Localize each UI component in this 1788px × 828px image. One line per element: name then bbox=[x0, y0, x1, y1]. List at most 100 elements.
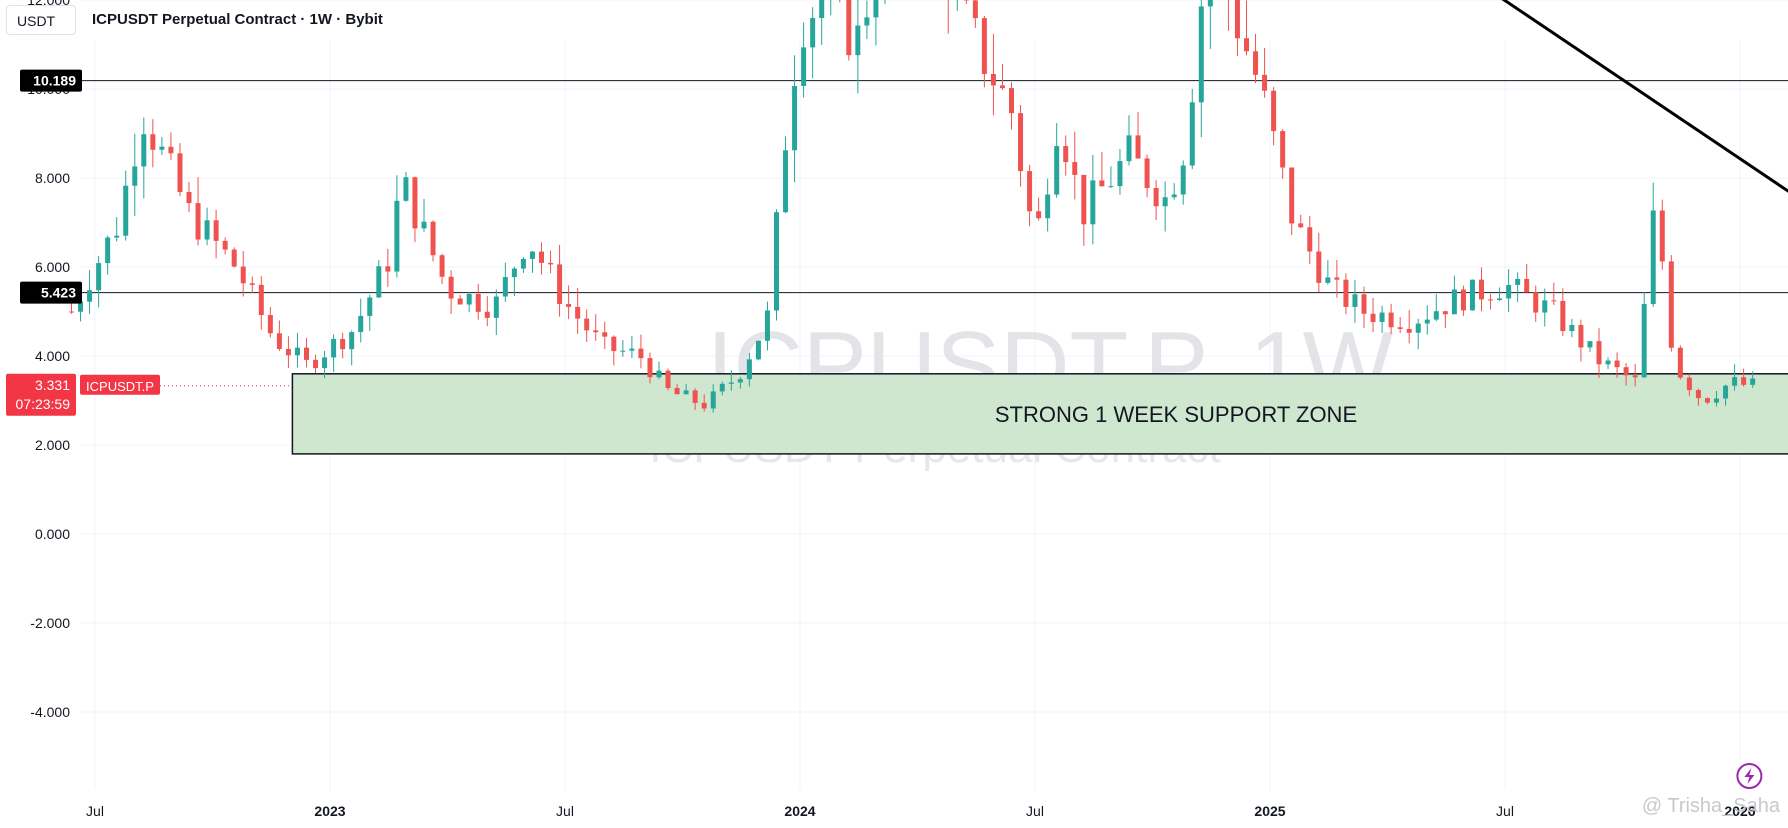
candle-body bbox=[855, 25, 861, 56]
y-tick-label: 6.000 bbox=[35, 259, 70, 275]
candle-body bbox=[819, 0, 825, 19]
candle-body bbox=[430, 221, 436, 256]
candle-body bbox=[1325, 277, 1331, 283]
candle-body bbox=[457, 298, 463, 305]
candle-body bbox=[403, 177, 409, 201]
candle-body bbox=[801, 47, 807, 87]
candle-body bbox=[123, 185, 129, 236]
candle-body bbox=[683, 390, 689, 395]
candle-body bbox=[249, 283, 255, 285]
candle-body bbox=[1433, 311, 1439, 320]
candle-body bbox=[792, 86, 798, 151]
candle-body bbox=[1027, 171, 1033, 212]
candle-body bbox=[484, 311, 490, 318]
candle-body bbox=[1054, 146, 1060, 195]
candle-body bbox=[1569, 325, 1575, 332]
x-tick-label: 2026 bbox=[1724, 803, 1755, 819]
candle-body bbox=[1641, 303, 1647, 378]
candle-body bbox=[1370, 313, 1376, 322]
candle-body bbox=[1741, 377, 1747, 385]
candle-body bbox=[195, 203, 201, 240]
candle-body bbox=[1397, 327, 1403, 329]
candle-body bbox=[1126, 135, 1132, 162]
candle-body bbox=[999, 85, 1005, 89]
candle-body bbox=[213, 220, 219, 241]
candle-body bbox=[846, 0, 852, 56]
candle-body bbox=[620, 350, 626, 352]
candle-body bbox=[1587, 341, 1593, 348]
candle-body bbox=[529, 251, 535, 259]
candle-body bbox=[258, 284, 264, 316]
candle-body bbox=[358, 315, 364, 333]
candle-body bbox=[1099, 180, 1105, 187]
x-tick-label: 2025 bbox=[1254, 803, 1285, 819]
y-tick-label: -4.000 bbox=[30, 704, 70, 720]
candle-body bbox=[1207, 0, 1213, 7]
candle-body bbox=[150, 134, 156, 150]
candle-body bbox=[539, 251, 544, 263]
candle-body bbox=[267, 315, 273, 334]
candle-body bbox=[548, 262, 554, 265]
candle-body bbox=[285, 348, 291, 356]
candle-body bbox=[1189, 102, 1195, 166]
candle-body bbox=[520, 258, 526, 269]
candle-body bbox=[96, 263, 102, 291]
candle-body bbox=[448, 276, 454, 299]
y-tick-label: 8.000 bbox=[35, 170, 70, 186]
chart-title: ICPUSDT Perpetual Contract · 1W · Bybit bbox=[92, 11, 383, 28]
candle-body bbox=[231, 249, 237, 267]
candle-body bbox=[1036, 211, 1042, 219]
x-tick-label: Jul bbox=[1026, 803, 1044, 819]
candle-body bbox=[240, 266, 246, 284]
candle-body bbox=[701, 402, 707, 409]
candle-body bbox=[466, 293, 472, 305]
candle-body bbox=[719, 383, 725, 392]
candle-body bbox=[1479, 279, 1484, 300]
candle-body bbox=[1307, 227, 1313, 252]
candle-body bbox=[1072, 162, 1078, 175]
candle-body bbox=[1469, 279, 1475, 311]
candle-body bbox=[1108, 186, 1114, 188]
candle-body bbox=[1732, 377, 1738, 386]
y-tick-label: 2.000 bbox=[35, 437, 70, 453]
candle-body bbox=[385, 266, 391, 272]
candle-body bbox=[1081, 174, 1087, 225]
y-tick-label: 4.000 bbox=[35, 348, 70, 364]
chart-header: USDT ICPUSDT Perpetual Contract · 1W · B… bbox=[0, 0, 1788, 40]
candle-body bbox=[1460, 289, 1466, 311]
candle-body bbox=[1451, 289, 1457, 315]
candle-body bbox=[376, 266, 382, 298]
candle-body bbox=[204, 220, 210, 240]
candle-body bbox=[394, 200, 400, 272]
candle-body bbox=[692, 390, 698, 403]
candle-body bbox=[186, 191, 192, 204]
candle-body bbox=[502, 277, 508, 297]
candle-body bbox=[783, 150, 789, 213]
candle-body bbox=[1298, 223, 1304, 228]
candle-body bbox=[1180, 165, 1186, 195]
candle-body bbox=[177, 153, 183, 192]
candle-body bbox=[493, 296, 499, 318]
candle-body bbox=[1442, 311, 1448, 315]
candle-body bbox=[87, 290, 93, 302]
candle-body bbox=[665, 370, 671, 389]
candle-body bbox=[114, 235, 120, 238]
candle-body bbox=[69, 311, 74, 313]
candle-body bbox=[575, 306, 581, 319]
symbol-tag-label: ICPUSDT.P bbox=[86, 379, 154, 394]
currency-button[interactable]: USDT bbox=[6, 5, 76, 35]
candle-body bbox=[1551, 300, 1557, 302]
candle-body bbox=[421, 221, 427, 229]
candle-body bbox=[1117, 161, 1123, 187]
candle-body bbox=[1668, 261, 1674, 348]
level-price-tag bbox=[20, 281, 82, 304]
candle-body bbox=[1623, 367, 1629, 376]
candle-body bbox=[1253, 51, 1259, 75]
candle-body bbox=[322, 357, 328, 369]
candle-body bbox=[764, 310, 770, 341]
candle-body bbox=[349, 332, 355, 350]
candle-body bbox=[1704, 398, 1710, 403]
candle-body bbox=[1415, 323, 1421, 333]
candle-body bbox=[656, 370, 662, 378]
